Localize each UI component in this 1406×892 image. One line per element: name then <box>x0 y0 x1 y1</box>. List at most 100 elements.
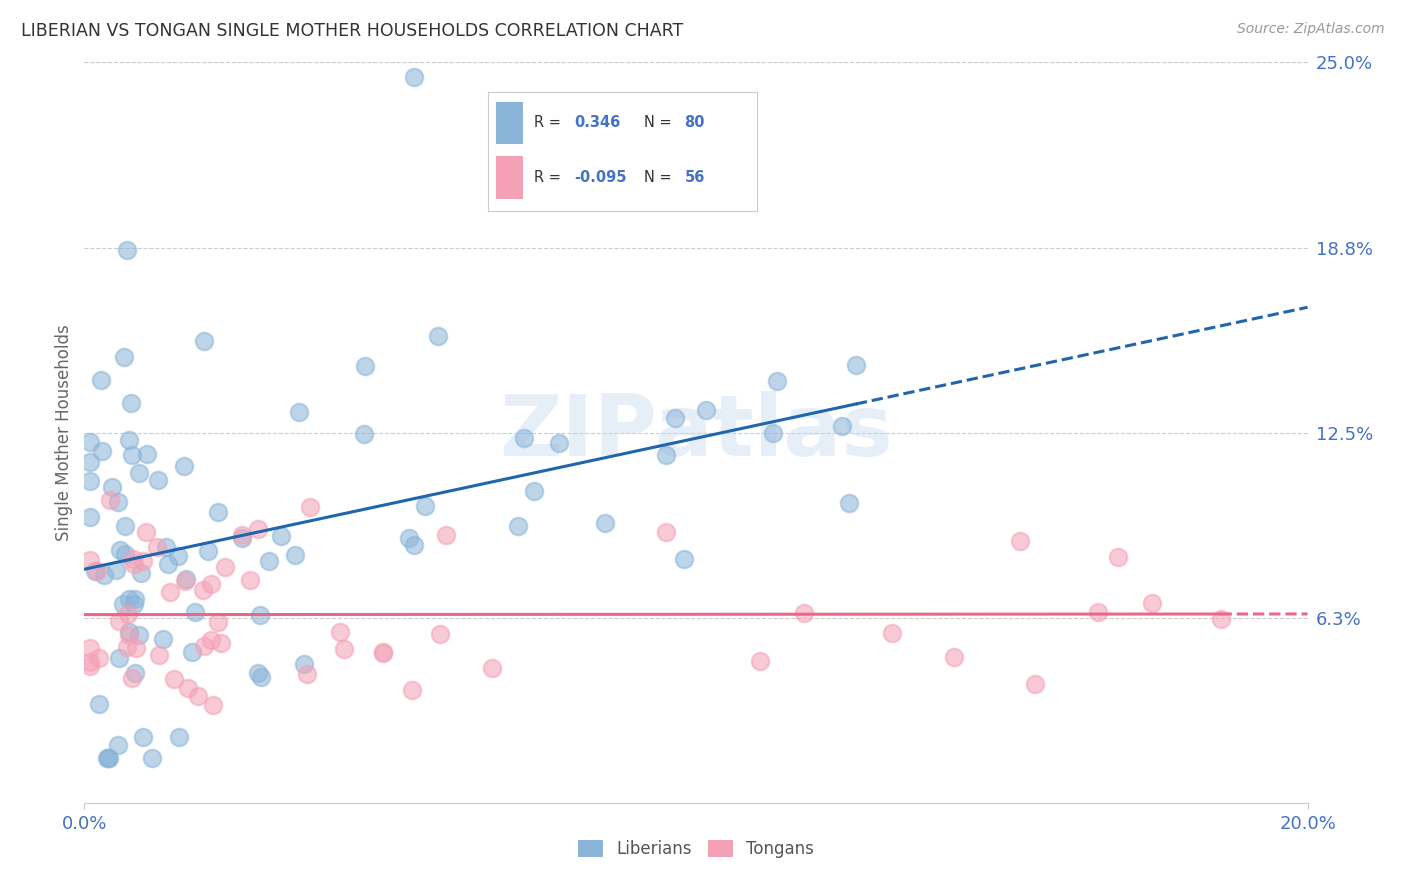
Liberians <box>112 351 135 365</box>
Liberians <box>132 730 155 744</box>
Liberians <box>838 496 860 510</box>
Tongans <box>1024 677 1046 691</box>
Tongans <box>86 564 108 578</box>
Liberians <box>135 446 157 460</box>
Liberians <box>107 650 129 665</box>
Tongans <box>159 584 181 599</box>
Legend: Liberians, Tongans: Liberians, Tongans <box>571 833 821 865</box>
Tongans <box>1107 549 1129 564</box>
Liberians <box>128 627 150 641</box>
Liberians <box>404 70 426 85</box>
Tongans <box>79 659 101 673</box>
Liberians <box>508 518 530 533</box>
Tongans <box>115 640 138 654</box>
Y-axis label: Single Mother Households: Single Mother Households <box>55 325 73 541</box>
Liberians <box>655 448 678 462</box>
Tongans <box>429 627 451 641</box>
Liberians <box>107 494 129 508</box>
Tongans <box>193 640 215 654</box>
Tongans <box>481 661 503 675</box>
Liberians <box>184 605 207 619</box>
Liberians <box>513 431 536 445</box>
Tongans <box>187 690 209 704</box>
Liberians <box>98 751 121 765</box>
Tongans <box>239 573 262 587</box>
Liberians <box>354 359 377 373</box>
Liberians <box>294 657 316 671</box>
Tongans <box>231 528 253 542</box>
Liberians <box>141 751 163 765</box>
Liberians <box>124 665 146 680</box>
Liberians <box>548 436 571 450</box>
Tongans <box>146 541 169 555</box>
Tongans <box>401 683 423 698</box>
Tongans <box>880 626 903 640</box>
Liberians <box>197 544 219 558</box>
Liberians <box>247 666 270 681</box>
Tongans <box>79 553 101 567</box>
Liberians <box>112 597 135 611</box>
Liberians <box>96 751 118 765</box>
Liberians <box>174 572 197 586</box>
Liberians <box>249 608 271 623</box>
Liberians <box>180 645 202 659</box>
Liberians <box>522 484 544 499</box>
Liberians <box>101 480 124 494</box>
Liberians <box>167 730 190 744</box>
Tongans <box>1140 596 1163 610</box>
Liberians <box>166 549 188 564</box>
Tongans <box>655 525 678 540</box>
Liberians <box>121 448 143 462</box>
Tongans <box>1087 605 1109 619</box>
Liberians <box>97 751 120 765</box>
Liberians <box>413 499 436 513</box>
Tongans <box>246 522 269 536</box>
Tongans <box>121 671 143 685</box>
Tongans <box>371 645 394 659</box>
Liberians <box>115 243 138 257</box>
Liberians <box>270 529 292 543</box>
Liberians <box>118 591 141 606</box>
Liberians <box>353 427 375 442</box>
Liberians <box>193 334 215 348</box>
Tongans <box>118 628 141 642</box>
Tongans <box>132 554 155 568</box>
Tongans <box>163 672 186 686</box>
Liberians <box>87 698 110 712</box>
Liberians <box>79 435 101 450</box>
Tongans <box>122 557 145 571</box>
Tongans <box>79 656 101 670</box>
Liberians <box>105 563 128 577</box>
Text: ZIPatlas: ZIPatlas <box>499 391 893 475</box>
Tongans <box>371 646 394 660</box>
Tongans <box>295 667 318 681</box>
Liberians <box>107 738 129 752</box>
Tongans <box>200 632 222 647</box>
Tongans <box>943 649 966 664</box>
Liberians <box>664 411 686 425</box>
Liberians <box>129 566 152 581</box>
Liberians <box>79 455 101 469</box>
Liberians <box>426 329 449 343</box>
Liberians <box>284 548 307 562</box>
Liberians <box>117 434 139 448</box>
Tongans <box>108 615 131 629</box>
Tongans <box>333 641 356 656</box>
Liberians <box>672 552 695 566</box>
Tongans <box>207 615 229 629</box>
Liberians <box>79 475 101 489</box>
Liberians <box>108 543 131 558</box>
Tongans <box>1209 612 1232 626</box>
Tongans <box>79 640 101 655</box>
Tongans <box>1008 534 1031 549</box>
Tongans <box>148 648 170 662</box>
Liberians <box>695 403 717 417</box>
Liberians <box>173 458 195 473</box>
Liberians <box>152 632 174 646</box>
Liberians <box>595 516 617 530</box>
Tongans <box>122 552 145 566</box>
Tongans <box>329 624 352 639</box>
Liberians <box>79 509 101 524</box>
Liberians <box>398 531 420 545</box>
Liberians <box>762 426 785 441</box>
